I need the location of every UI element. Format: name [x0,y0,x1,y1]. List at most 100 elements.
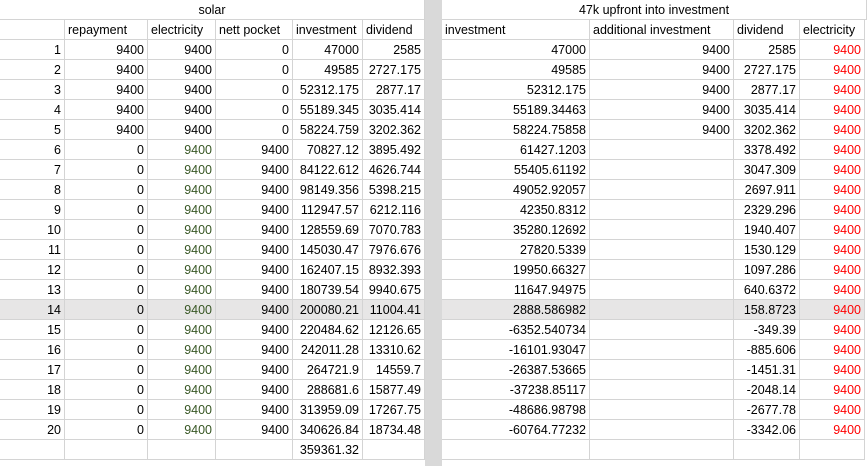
table-cell[interactable]: 11004.41 [363,300,425,320]
table-cell[interactable]: 9400 [65,80,148,100]
table-cell[interactable]: 1530.129 [734,240,800,260]
table-cell[interactable]: 9400 [216,340,293,360]
table-cell[interactable]: 9400 [148,400,216,420]
table-cell[interactable]: 0 [65,400,148,420]
table-cell[interactable]: 2697.911 [734,180,800,200]
table-cell[interactable]: 9400 [216,280,293,300]
table-cell[interactable]: 0 [65,360,148,380]
table-cell[interactable]: -1451.31 [734,360,800,380]
table-cell[interactable] [590,200,734,220]
row-number-cell[interactable]: 18 [0,380,65,400]
table-cell[interactable]: -60764.77232 [442,420,590,440]
row-number-cell[interactable]: 3 [0,80,65,100]
table-cell[interactable]: 340626.84 [293,420,363,440]
table-cell[interactable]: 52312.175 [442,80,590,100]
table-cell[interactable]: 3202.362 [363,120,425,140]
table-cell[interactable]: 3047.309 [734,160,800,180]
table-cell[interactable]: 9400 [148,80,216,100]
table-cell[interactable]: 9400 [148,100,216,120]
table-cell[interactable] [590,400,734,420]
table-cell[interactable]: 55189.34463 [442,100,590,120]
table-cell[interactable] [590,220,734,240]
table-cell[interactable]: 9400 [65,40,148,60]
table-cell[interactable]: 0 [216,100,293,120]
table-cell[interactable]: 9400 [216,260,293,280]
empty-cell[interactable] [148,440,216,460]
table-cell[interactable]: 3895.492 [363,140,425,160]
table-cell[interactable]: 9400 [148,320,216,340]
table-cell[interactable] [590,140,734,160]
table-cell[interactable]: 9400 [800,380,865,400]
table-cell[interactable]: -2677.78 [734,400,800,420]
table-cell[interactable]: 3202.362 [734,120,800,140]
table-cell[interactable]: 0 [65,220,148,240]
table-cell[interactable]: 9400 [216,380,293,400]
table-cell[interactable]: 220484.62 [293,320,363,340]
table-cell[interactable]: 9400 [800,240,865,260]
row-number-cell[interactable]: 16 [0,340,65,360]
table-cell[interactable]: 9400 [148,160,216,180]
table-cell[interactable]: 9400 [800,280,865,300]
header-cell[interactable]: investment [293,20,363,40]
table-cell[interactable] [590,240,734,260]
table-cell[interactable]: 27820.5339 [442,240,590,260]
table-cell[interactable]: 9400 [65,60,148,80]
table-cell[interactable]: 9400 [148,220,216,240]
table-cell[interactable]: 9400 [800,120,865,140]
header-cell[interactable]: dividend [734,20,800,40]
table-cell[interactable]: 0 [65,420,148,440]
header-cell[interactable]: electricity [800,20,865,40]
table-cell[interactable]: 0 [65,160,148,180]
table-cell[interactable]: 0 [65,140,148,160]
header-cell[interactable]: nett pocket [216,20,293,40]
table-cell[interactable]: 9400 [148,40,216,60]
table-cell[interactable]: 9400 [800,300,865,320]
table-cell[interactable]: 9400 [800,360,865,380]
table-cell[interactable]: 9400 [800,420,865,440]
section-title-solar[interactable]: solar [0,0,425,20]
table-cell[interactable]: 9400 [590,40,734,60]
table-cell[interactable]: 13310.62 [363,340,425,360]
table-cell[interactable]: 9400 [800,220,865,240]
table-cell[interactable]: 98149.356 [293,180,363,200]
empty-cell[interactable] [363,440,425,460]
table-cell[interactable]: 9400 [800,260,865,280]
table-cell[interactable]: 9400 [148,300,216,320]
table-cell[interactable]: -48686.98798 [442,400,590,420]
final-investment-cell[interactable]: 359361.32 [293,440,363,460]
table-cell[interactable]: 3378.492 [734,140,800,160]
table-cell[interactable]: 2585 [734,40,800,60]
row-number-cell[interactable]: 13 [0,280,65,300]
row-number-cell[interactable]: 17 [0,360,65,380]
table-cell[interactable]: 162407.15 [293,260,363,280]
table-cell[interactable]: 9400 [148,420,216,440]
table-cell[interactable]: 9400 [216,240,293,260]
section-title-upfront[interactable]: 47k upfront into investment [442,0,867,20]
table-cell[interactable]: 242011.28 [293,340,363,360]
table-cell[interactable]: -6352.540734 [442,320,590,340]
table-cell[interactable]: 9400 [216,140,293,160]
table-cell[interactable]: 9400 [65,120,148,140]
row-number-cell[interactable]: 4 [0,100,65,120]
table-cell[interactable] [590,300,734,320]
table-cell[interactable]: 0 [65,200,148,220]
table-cell[interactable]: 9400 [148,200,216,220]
table-cell[interactable]: 35280.12692 [442,220,590,240]
table-cell[interactable]: 1097.286 [734,260,800,280]
empty-cell[interactable] [590,440,734,460]
table-cell[interactable] [590,360,734,380]
table-cell[interactable]: 7976.676 [363,240,425,260]
row-number-cell[interactable]: 9 [0,200,65,220]
table-cell[interactable] [590,180,734,200]
row-number-cell[interactable]: 2 [0,60,65,80]
table-cell[interactable]: 70827.12 [293,140,363,160]
table-cell[interactable] [590,280,734,300]
table-cell[interactable]: 9400 [800,80,865,100]
header-cell[interactable]: additional investment [590,20,734,40]
row-number-cell[interactable]: 6 [0,140,65,160]
table-cell[interactable]: 42350.8312 [442,200,590,220]
table-cell[interactable]: 200080.21 [293,300,363,320]
table-cell[interactable]: 640.6372 [734,280,800,300]
table-cell[interactable]: 9400 [148,380,216,400]
